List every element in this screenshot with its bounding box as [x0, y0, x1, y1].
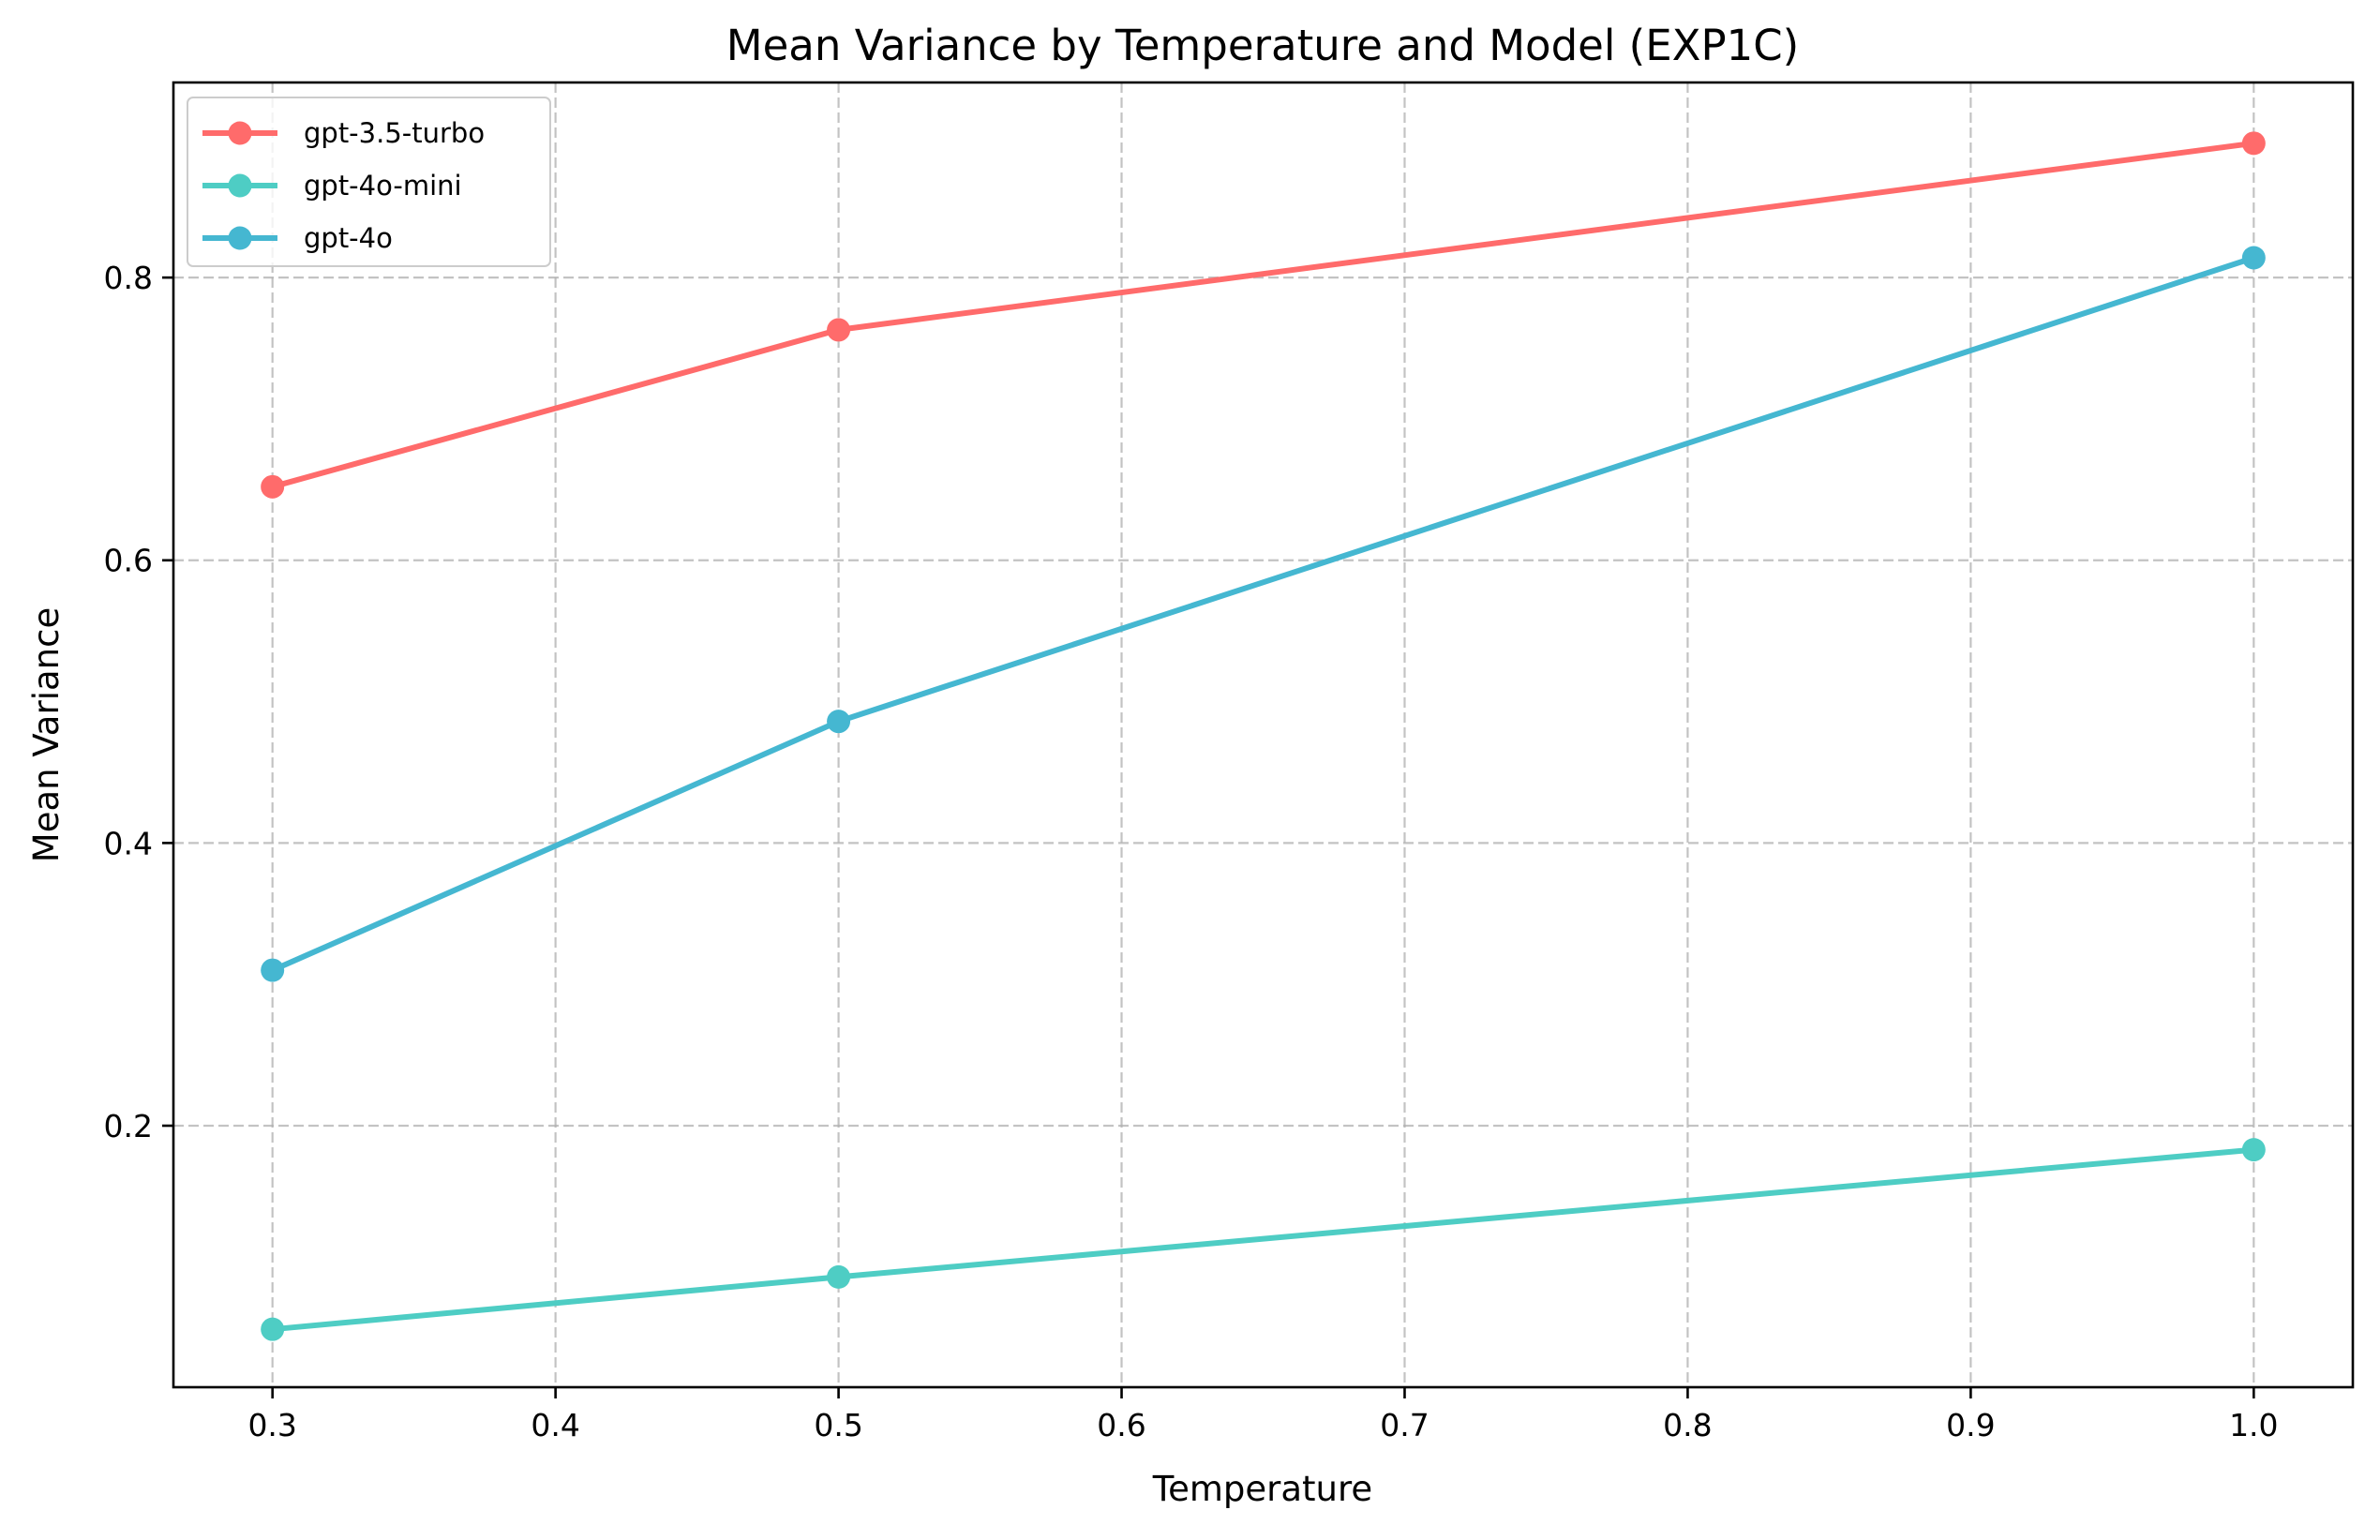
- data-point: [2241, 1138, 2266, 1162]
- data-point: [2241, 246, 2266, 270]
- y-tick-label: 0.8: [104, 260, 153, 296]
- legend-marker: [228, 121, 252, 145]
- data-point: [827, 1264, 851, 1289]
- x-tick-label: 0.6: [1097, 1407, 1145, 1443]
- data-point: [261, 1317, 285, 1341]
- axes-frame: [172, 81, 2355, 1389]
- x-axis-label: Temperature: [1152, 1469, 1372, 1509]
- y-axis-ticks: 0.2 0.4 0.6 0.8: [104, 260, 173, 1144]
- data-point: [2241, 131, 2266, 156]
- y-tick-label: 0.6: [104, 543, 153, 579]
- chart-title: Mean Variance by Temperature and Model (…: [726, 21, 1799, 70]
- legend-label: gpt-3.5-turbo: [304, 117, 485, 149]
- y-tick-label: 0.4: [104, 825, 153, 861]
- x-axis-ticks: 0.3 0.4 0.5 0.6 0.7 0.8 0.9 1.0: [247, 1387, 2279, 1443]
- x-tick-label: 0.4: [531, 1407, 579, 1443]
- x-tick-label: 0.9: [1946, 1407, 1995, 1443]
- y-tick-label: 0.2: [104, 1108, 153, 1144]
- plot-series: [261, 131, 2266, 1341]
- grid: [173, 82, 2353, 1387]
- data-point: [827, 318, 851, 342]
- legend: gpt-3.5-turbo gpt-4o-mini gpt-4o: [187, 97, 551, 267]
- series-line: [271, 255, 2255, 973]
- legend-item: gpt-4o-mini: [202, 170, 462, 202]
- x-tick-label: 0.3: [247, 1407, 296, 1443]
- series-gpt-4o: [261, 246, 2266, 982]
- data-point: [261, 958, 285, 982]
- series-gpt-3.5-turbo: [261, 131, 2266, 499]
- x-tick-label: 0.7: [1380, 1407, 1429, 1443]
- x-tick-label: 0.8: [1663, 1407, 1712, 1443]
- legend-item: gpt-3.5-turbo: [202, 117, 485, 149]
- legend-item: gpt-4o: [202, 222, 393, 254]
- data-point: [827, 710, 851, 734]
- legend-marker: [228, 226, 252, 250]
- series-gpt-4o-mini: [261, 1138, 2266, 1341]
- legend-label: gpt-4o: [304, 222, 393, 254]
- x-tick-label: 0.5: [814, 1407, 862, 1443]
- series-line: [271, 140, 2254, 490]
- y-axis-label: Mean Variance: [26, 607, 67, 862]
- data-point: [261, 474, 285, 499]
- legend-marker: [228, 173, 252, 198]
- legend-box: [187, 97, 551, 267]
- x-tick-label: 1.0: [2229, 1407, 2278, 1443]
- series-line: [272, 1146, 2254, 1333]
- legend-label: gpt-4o-mini: [304, 170, 462, 202]
